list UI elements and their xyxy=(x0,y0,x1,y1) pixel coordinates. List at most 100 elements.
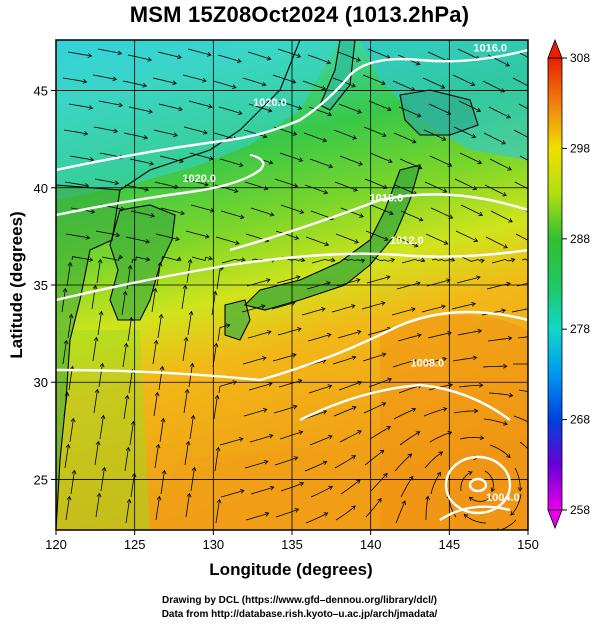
streamline-arrowhead xyxy=(537,164,541,168)
streamline-arrowhead xyxy=(508,392,514,398)
streamline xyxy=(127,54,152,61)
streamline-arrowhead xyxy=(321,85,327,91)
streamline-arrowhead xyxy=(417,165,423,170)
streamline xyxy=(309,158,333,168)
streamline-arrowhead xyxy=(160,417,166,423)
streamline-arrowhead xyxy=(190,414,196,420)
streamline xyxy=(159,418,164,443)
streamline-arrowhead xyxy=(232,380,238,385)
streamline-arrowhead xyxy=(503,244,508,249)
streamline xyxy=(427,332,452,339)
streamline-arrowhead xyxy=(425,495,430,501)
streamline xyxy=(430,207,453,219)
streamline xyxy=(401,258,425,264)
streamline-arrowhead xyxy=(145,239,150,244)
streamline-arrowhead xyxy=(350,304,356,309)
streamline-arrowhead xyxy=(292,404,298,410)
streamline xyxy=(399,431,421,446)
streamline-arrowhead xyxy=(150,213,155,218)
streamline-arrowhead xyxy=(124,394,130,400)
chart-title: MSM 15Z08Oct2024 (1013.2hPa) xyxy=(129,2,470,27)
streamline xyxy=(129,158,154,165)
streamline xyxy=(130,473,135,498)
streamline xyxy=(185,230,210,238)
streamline-arrowhead xyxy=(267,107,273,113)
streamline xyxy=(153,392,158,417)
streamline-arrowhead xyxy=(471,133,477,139)
streamline-arrowhead xyxy=(212,290,218,296)
streamline xyxy=(367,328,392,336)
streamline xyxy=(488,392,513,397)
streamline-arrowhead xyxy=(155,443,161,449)
streamline xyxy=(93,389,98,414)
streamline-arrowhead xyxy=(240,257,246,262)
streamline-arrowhead xyxy=(380,301,386,306)
streamline-arrowhead xyxy=(381,352,387,358)
streamline xyxy=(276,276,301,284)
streamline xyxy=(399,158,422,169)
streamline xyxy=(482,365,507,368)
streamline-arrowhead xyxy=(510,511,515,516)
streamline-arrowhead xyxy=(381,402,387,407)
streamline xyxy=(97,48,122,54)
streamline xyxy=(123,132,148,139)
streamline-arrowhead xyxy=(446,110,452,115)
streamline xyxy=(400,210,423,221)
streamline-arrowhead xyxy=(96,492,102,498)
streamline xyxy=(67,314,72,339)
streamline-arrowhead xyxy=(463,514,469,519)
streamline xyxy=(152,340,157,365)
streamline-arrowhead xyxy=(384,236,389,241)
streamline xyxy=(91,285,96,310)
streamline xyxy=(94,178,119,184)
streamline-arrowhead xyxy=(82,79,88,84)
x-tick-label: 130 xyxy=(202,537,224,552)
streamline xyxy=(249,434,273,443)
streamline-arrowhead xyxy=(114,180,120,186)
streamline xyxy=(184,178,209,186)
streamline xyxy=(189,152,214,160)
colorbar-gradient xyxy=(547,57,563,511)
streamline-arrowhead xyxy=(385,275,391,280)
streamline xyxy=(337,330,361,339)
streamline-arrowhead xyxy=(501,308,507,314)
streamline xyxy=(365,498,382,518)
streamline-arrowhead xyxy=(65,443,71,449)
streamline-arrowhead xyxy=(411,358,417,364)
streamline-arrowhead xyxy=(156,495,162,501)
streamline-arrowhead xyxy=(236,58,242,64)
streamline xyxy=(517,336,528,339)
streamline xyxy=(305,236,329,246)
streamline-arrowhead xyxy=(510,257,516,263)
streamline-arrowhead xyxy=(179,158,184,164)
streamline xyxy=(452,357,477,362)
streamline-arrowhead xyxy=(401,500,406,505)
streamline xyxy=(363,126,387,137)
streamline-arrowhead xyxy=(268,159,274,165)
streamline-arrowhead xyxy=(158,313,164,319)
streamline-arrowhead xyxy=(381,80,386,85)
streamline-arrowhead xyxy=(98,310,104,316)
streamline xyxy=(451,303,476,310)
land-masses xyxy=(56,40,478,530)
streamline-arrowhead xyxy=(149,161,154,166)
streamline-arrowhead xyxy=(390,257,396,263)
streamline xyxy=(400,476,414,498)
streamline xyxy=(100,467,105,492)
colorbar-tick-label: 288 xyxy=(570,232,590,246)
x-tick-label: 140 xyxy=(360,537,382,552)
streamline xyxy=(515,233,528,241)
streamline-arrowhead xyxy=(533,362,536,366)
streamline xyxy=(514,181,528,190)
streamline-arrowhead xyxy=(297,378,303,384)
streamline-arrowhead xyxy=(178,106,183,112)
streamline xyxy=(395,500,406,524)
streamline xyxy=(365,230,389,241)
streamline xyxy=(181,285,186,310)
streamline xyxy=(308,385,332,394)
streamline-arrowhead xyxy=(144,187,150,192)
streamline xyxy=(425,496,429,520)
streamline-arrowhead xyxy=(357,430,362,435)
streamline-arrowhead xyxy=(118,102,124,108)
streamline xyxy=(70,470,75,495)
